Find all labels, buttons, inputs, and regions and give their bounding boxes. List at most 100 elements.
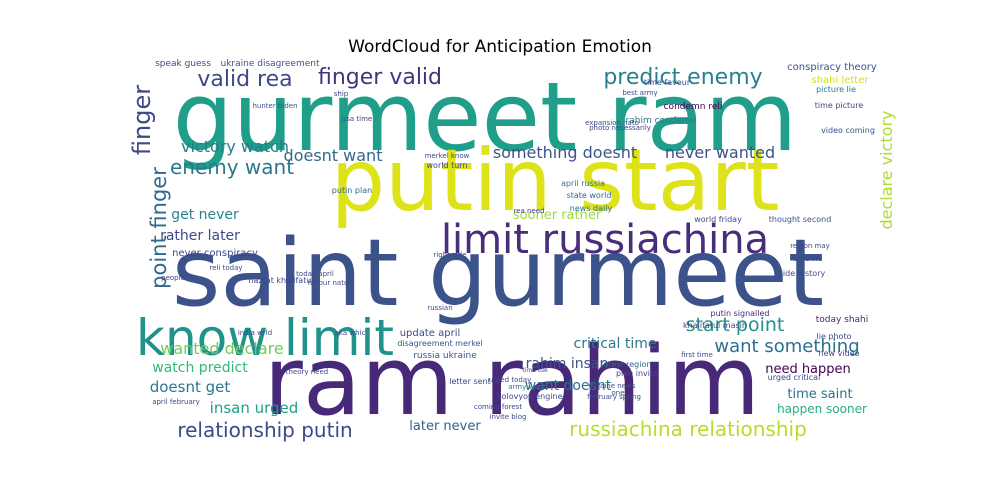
word: ship <box>334 90 349 98</box>
word: watch predict <box>152 360 248 376</box>
word: never wanted <box>665 143 775 162</box>
word: april february <box>152 398 200 406</box>
word: later never <box>409 419 481 434</box>
word: doesnt get <box>150 378 231 396</box>
word: saint gurmeet <box>172 219 824 327</box>
word: want doesnt <box>525 378 612 394</box>
word: insan urged <box>210 399 299 417</box>
word: ram rahim <box>264 327 760 437</box>
word: want something <box>714 336 859 357</box>
word: hazrat khalifatul <box>248 276 313 285</box>
word: india wrld <box>238 329 272 337</box>
word: plan invite <box>616 369 658 378</box>
word: expansion nato <box>585 119 639 127</box>
word: lie photo <box>817 332 852 341</box>
word: putin start <box>331 131 780 231</box>
word: time tue <box>522 367 548 374</box>
word: russian <box>427 304 452 312</box>
word: first time <box>681 351 713 359</box>
word: something doesnt <box>493 143 637 162</box>
word: ukraine disagreement <box>221 59 320 69</box>
word: february spring <box>587 393 641 401</box>
word: valid rea <box>197 67 292 92</box>
word: photo necessarily <box>589 124 651 132</box>
word: one <box>611 389 624 397</box>
word: get never <box>171 207 239 223</box>
word: april russia <box>561 179 605 188</box>
word: ukraine news <box>589 382 636 390</box>
word: finger <box>128 85 156 155</box>
word: disagreement merkel <box>397 339 482 348</box>
word: rea need <box>513 207 544 215</box>
word: theory need <box>286 368 329 376</box>
word: time life <box>794 255 823 263</box>
word: time favour <box>644 78 691 87</box>
word: sooner rather <box>513 208 602 223</box>
word: solovyov engine <box>497 392 562 401</box>
word: time picture <box>815 101 864 110</box>
word: news daily <box>570 204 613 213</box>
word: putin signalled <box>710 309 769 318</box>
word: today shahi <box>816 315 869 325</box>
word: rahim insan <box>526 356 609 372</box>
word: conspiracy theory <box>787 62 877 73</box>
word: rahim condemn <box>626 116 697 126</box>
word: doesnt want <box>284 146 383 165</box>
word: happen sooner <box>777 402 867 416</box>
word: gurmeet ram <box>173 63 798 173</box>
word: people <box>161 274 185 282</box>
word: wanted declare <box>160 339 284 358</box>
word: reli today <box>209 264 242 272</box>
word: shahi letter <box>811 75 869 86</box>
word: region may <box>790 242 830 250</box>
word: khalifatul masih <box>683 321 747 330</box>
word: picture lie <box>816 85 856 94</box>
word: urged today <box>489 376 532 384</box>
word: speak guess <box>155 59 211 69</box>
word: relationship putin <box>177 418 352 442</box>
word: condemn reli <box>664 102 723 112</box>
word: enemy want <box>170 155 294 179</box>
word: victory watch <box>181 137 289 156</box>
word: new video <box>819 349 860 358</box>
word: limit russiachina <box>441 217 769 263</box>
word: letter sent <box>449 377 490 386</box>
word: video coming <box>821 126 875 135</box>
word: invite blog <box>490 413 527 421</box>
word: thought second <box>769 215 832 224</box>
word: forest region <box>601 360 652 369</box>
word: predict enemy <box>603 65 762 90</box>
word: right side <box>433 251 466 259</box>
word: critical time <box>574 336 657 352</box>
word: usa time <box>342 115 372 123</box>
word: army world <box>508 383 548 391</box>
word: aka whic <box>335 329 366 337</box>
word: know limit <box>136 309 394 367</box>
word: russia ukraine <box>413 351 477 361</box>
word: side history <box>779 269 826 278</box>
word: never conspiracy <box>172 248 258 259</box>
word: state world <box>567 191 612 200</box>
word: finger valid <box>318 65 442 90</box>
word: world turn <box>427 161 468 170</box>
word: favour nato <box>308 279 348 287</box>
word: rather later <box>160 228 240 244</box>
word: best army <box>622 89 657 97</box>
word: hunter biden <box>252 102 297 110</box>
word: point finger <box>147 167 171 289</box>
word: coming forest <box>474 403 522 411</box>
word: start point <box>686 314 785 336</box>
word: need happen <box>765 362 851 377</box>
chart-title: WordCloud for Anticipation Emotion <box>348 37 652 57</box>
word: urged critical <box>768 373 821 382</box>
word: russiachina relationship <box>569 417 807 441</box>
word: world friday <box>694 215 742 224</box>
word: today april <box>296 270 334 278</box>
word: update april <box>400 328 461 339</box>
word: putin plan <box>332 186 372 195</box>
word: merkel know <box>425 152 470 160</box>
